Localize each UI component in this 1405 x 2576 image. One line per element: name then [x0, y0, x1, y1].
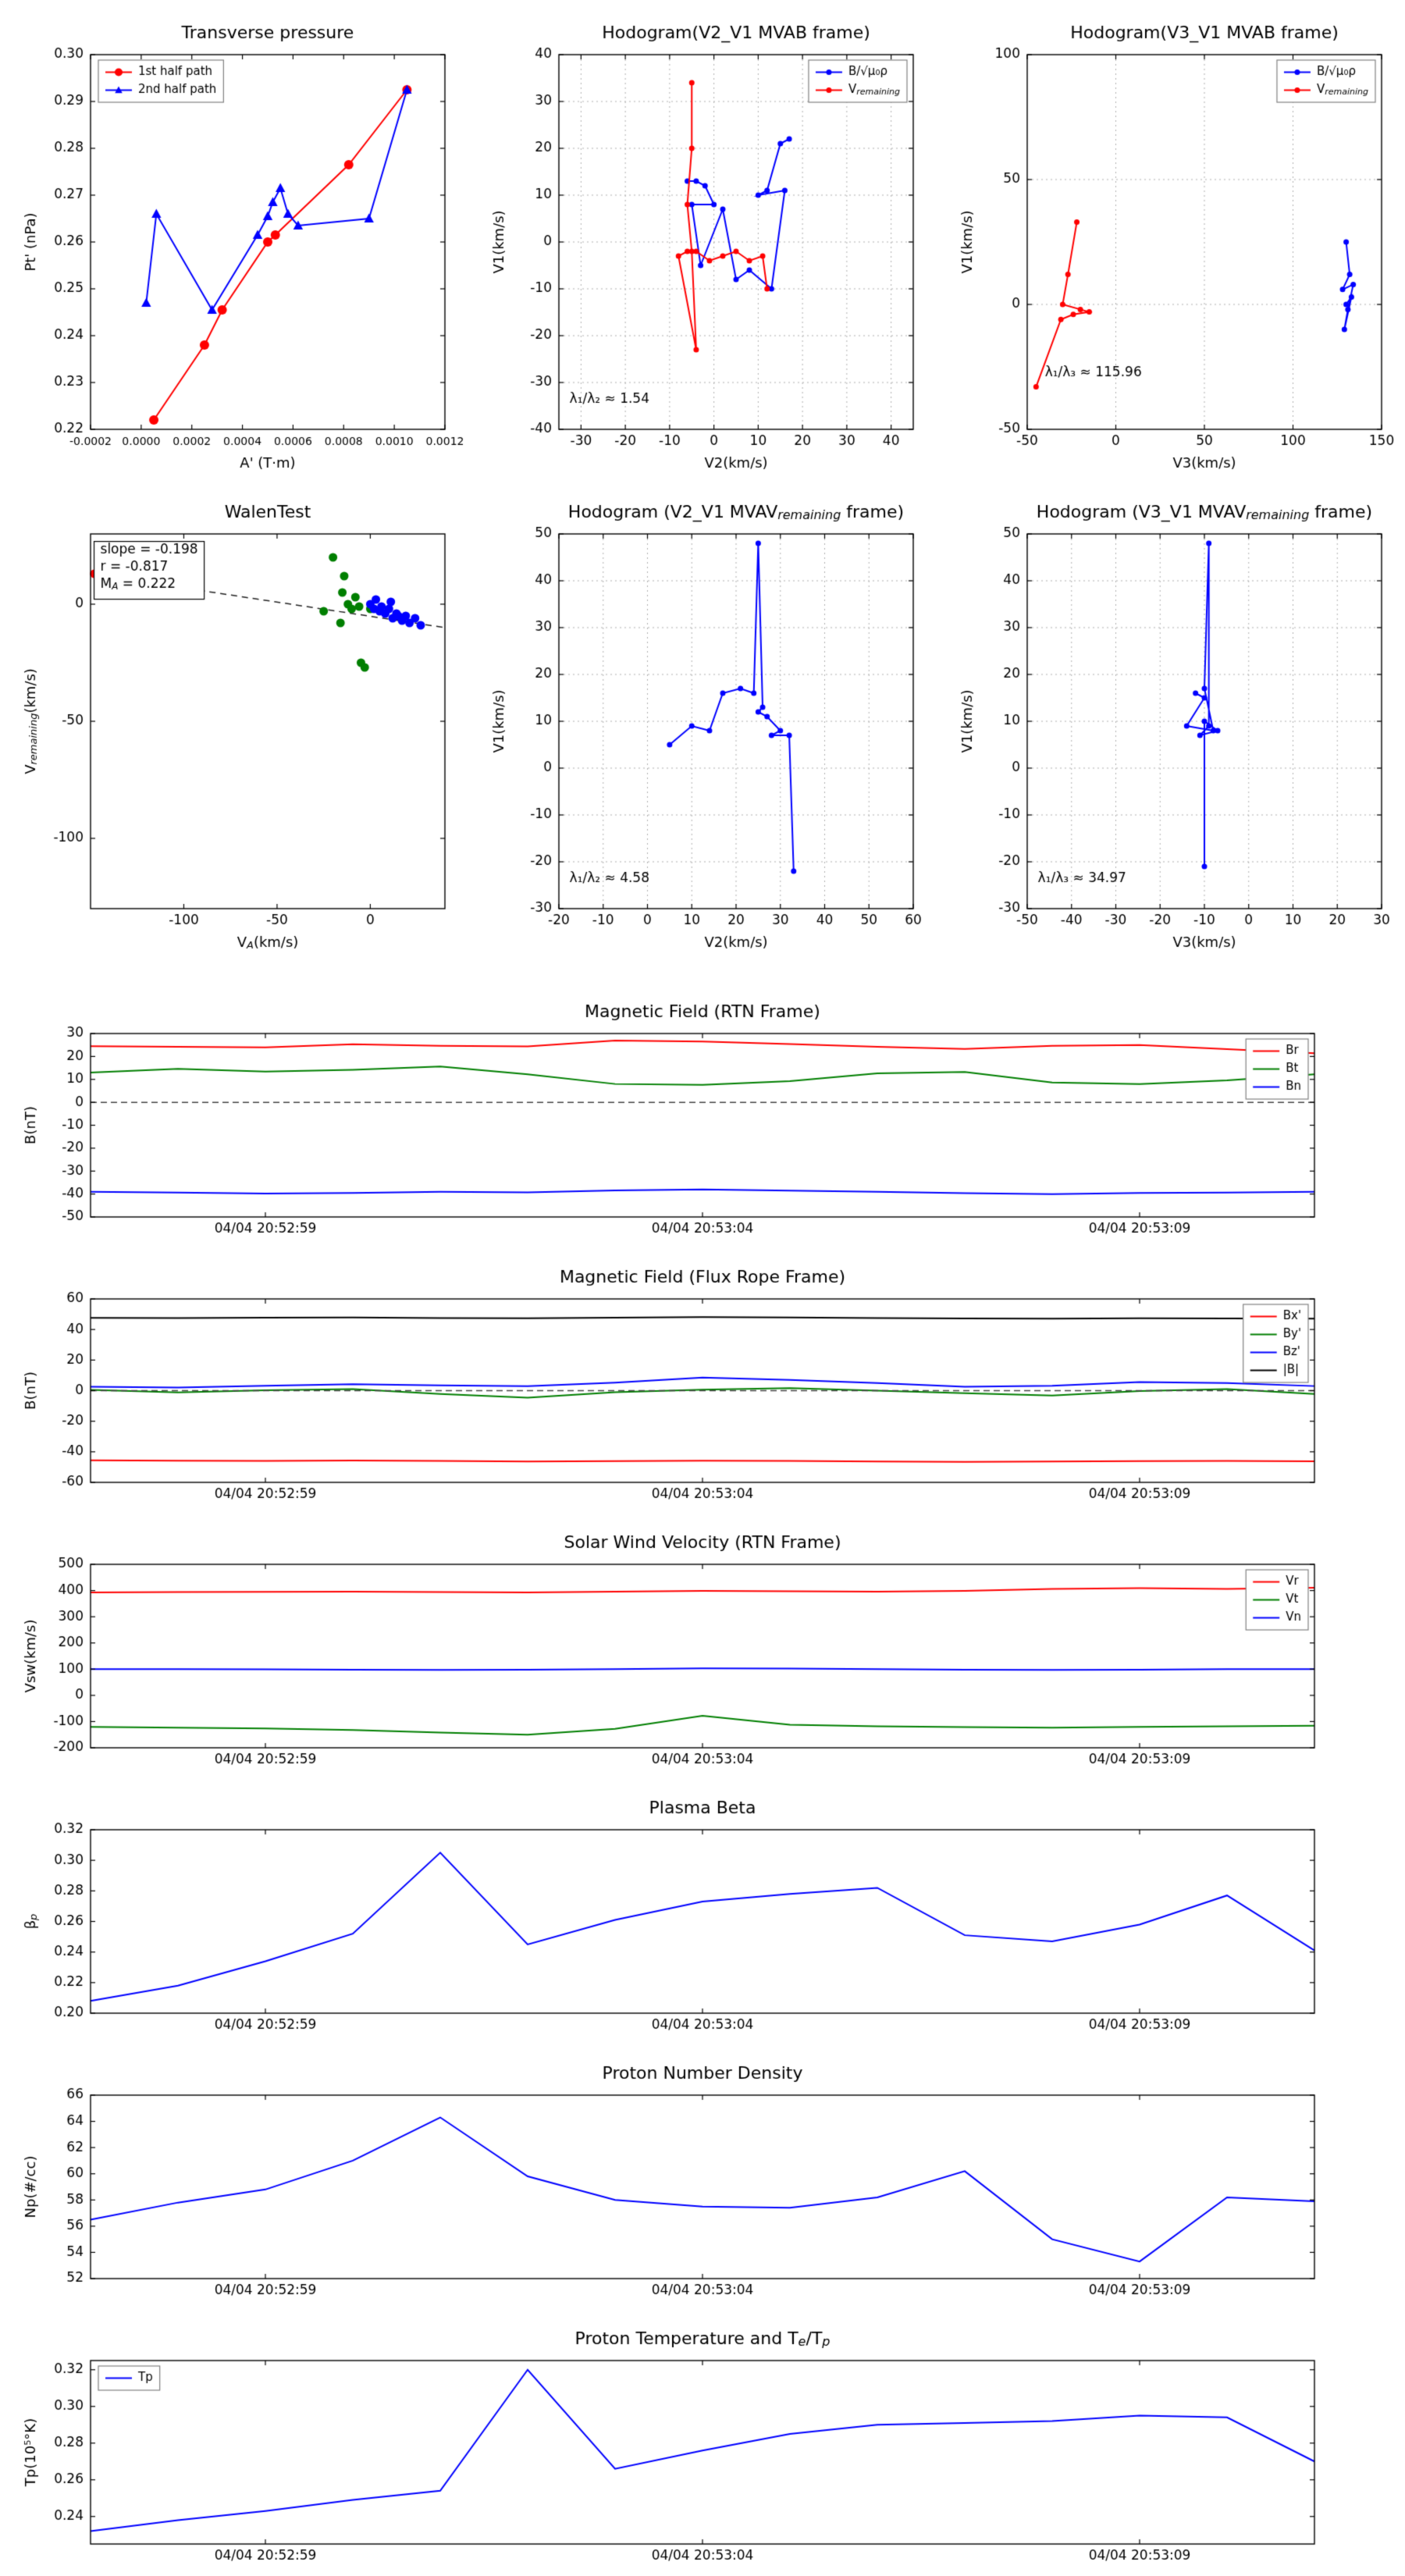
- chart-proton-temperature: [0, 2315, 1405, 2575]
- chart-hodogram-v3v1-mvav-remaining: [937, 490, 1405, 959]
- chart-magnetic-field-rtn: [0, 988, 1405, 1248]
- chart-transverse-pressure: [0, 11, 468, 479]
- chart-hodogram-v3v1-mvab: [937, 11, 1405, 479]
- chart-hodogram-v2v1-mvab: [468, 11, 937, 479]
- chart-magnetic-field-flux-rope: [0, 1254, 1405, 1514]
- chart-proton-number-density: [0, 2050, 1405, 2310]
- chart-hodogram-v2v1-mvav-remaining: [468, 490, 937, 959]
- chart-solar-wind-velocity: [0, 1519, 1405, 1779]
- chart-walen-test: [0, 490, 468, 959]
- chart-plasma-beta: [0, 1784, 1405, 2044]
